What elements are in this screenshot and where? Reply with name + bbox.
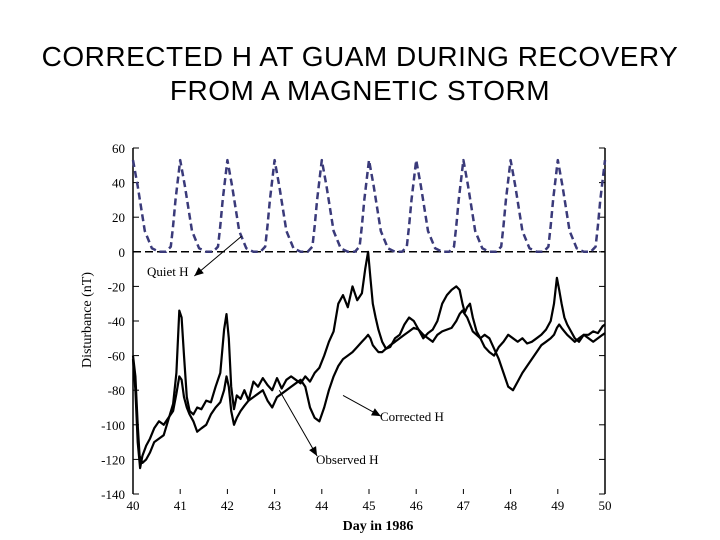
x-tick-label: 40 (127, 498, 140, 513)
x-tick-label: 48 (504, 498, 517, 513)
annotation-arrowhead (194, 267, 204, 277)
x-axis-label: Day in 1986 (343, 519, 414, 534)
x-tick-label: 46 (410, 498, 424, 513)
chart-title-line-1: CORRECTED H AT GUAM DURING RECOVERY (41, 41, 679, 72)
annotation-arrowhead (309, 446, 318, 456)
annotation-line (278, 389, 318, 457)
x-tick-label: 44 (315, 498, 329, 513)
y-tick-label: -40 (108, 314, 125, 329)
y-tick-label: 40 (112, 176, 125, 191)
annotation-label: Corrected H (380, 409, 444, 424)
series-corrected-h (131, 309, 606, 470)
y-tick-label: 20 (112, 210, 125, 225)
x-tick-label: 49 (551, 498, 564, 513)
y-axis-label: Disturbance (nT) (80, 272, 95, 368)
y-tick-label: -80 (108, 383, 125, 398)
y-tick-label: -60 (108, 349, 125, 364)
x-tick-label: 41 (174, 498, 187, 513)
y-tick-label: 60 (112, 141, 125, 156)
chart-title: CORRECTED H AT GUAM DURING RECOVERY FROM… (0, 40, 720, 108)
chart-title-line-2: FROM A MAGNETIC STORM (169, 75, 551, 106)
y-tick-label: -140 (101, 487, 125, 502)
annotation-line (194, 235, 242, 277)
series-observed-h (131, 250, 606, 464)
annotation-label: Quiet H (147, 264, 189, 279)
series-quiet-h (131, 158, 607, 254)
x-tick-label: 42 (221, 498, 234, 513)
annotation-label: Observed H (316, 452, 378, 467)
y-tick-label: 0 (119, 245, 126, 260)
x-tick-label: 45 (363, 498, 376, 513)
annotations: Quiet H Corrected H Observed H (147, 235, 444, 467)
x-tick-label: 47 (457, 498, 471, 513)
x-tick-label: 50 (599, 498, 612, 513)
series-group (131, 158, 607, 470)
annotation-arrowhead (370, 408, 381, 417)
y-tick-label: -100 (101, 418, 125, 433)
x-tick-label: 43 (268, 498, 281, 513)
y-tick-label: -20 (108, 279, 125, 294)
y-tick-label: -120 (101, 452, 125, 467)
